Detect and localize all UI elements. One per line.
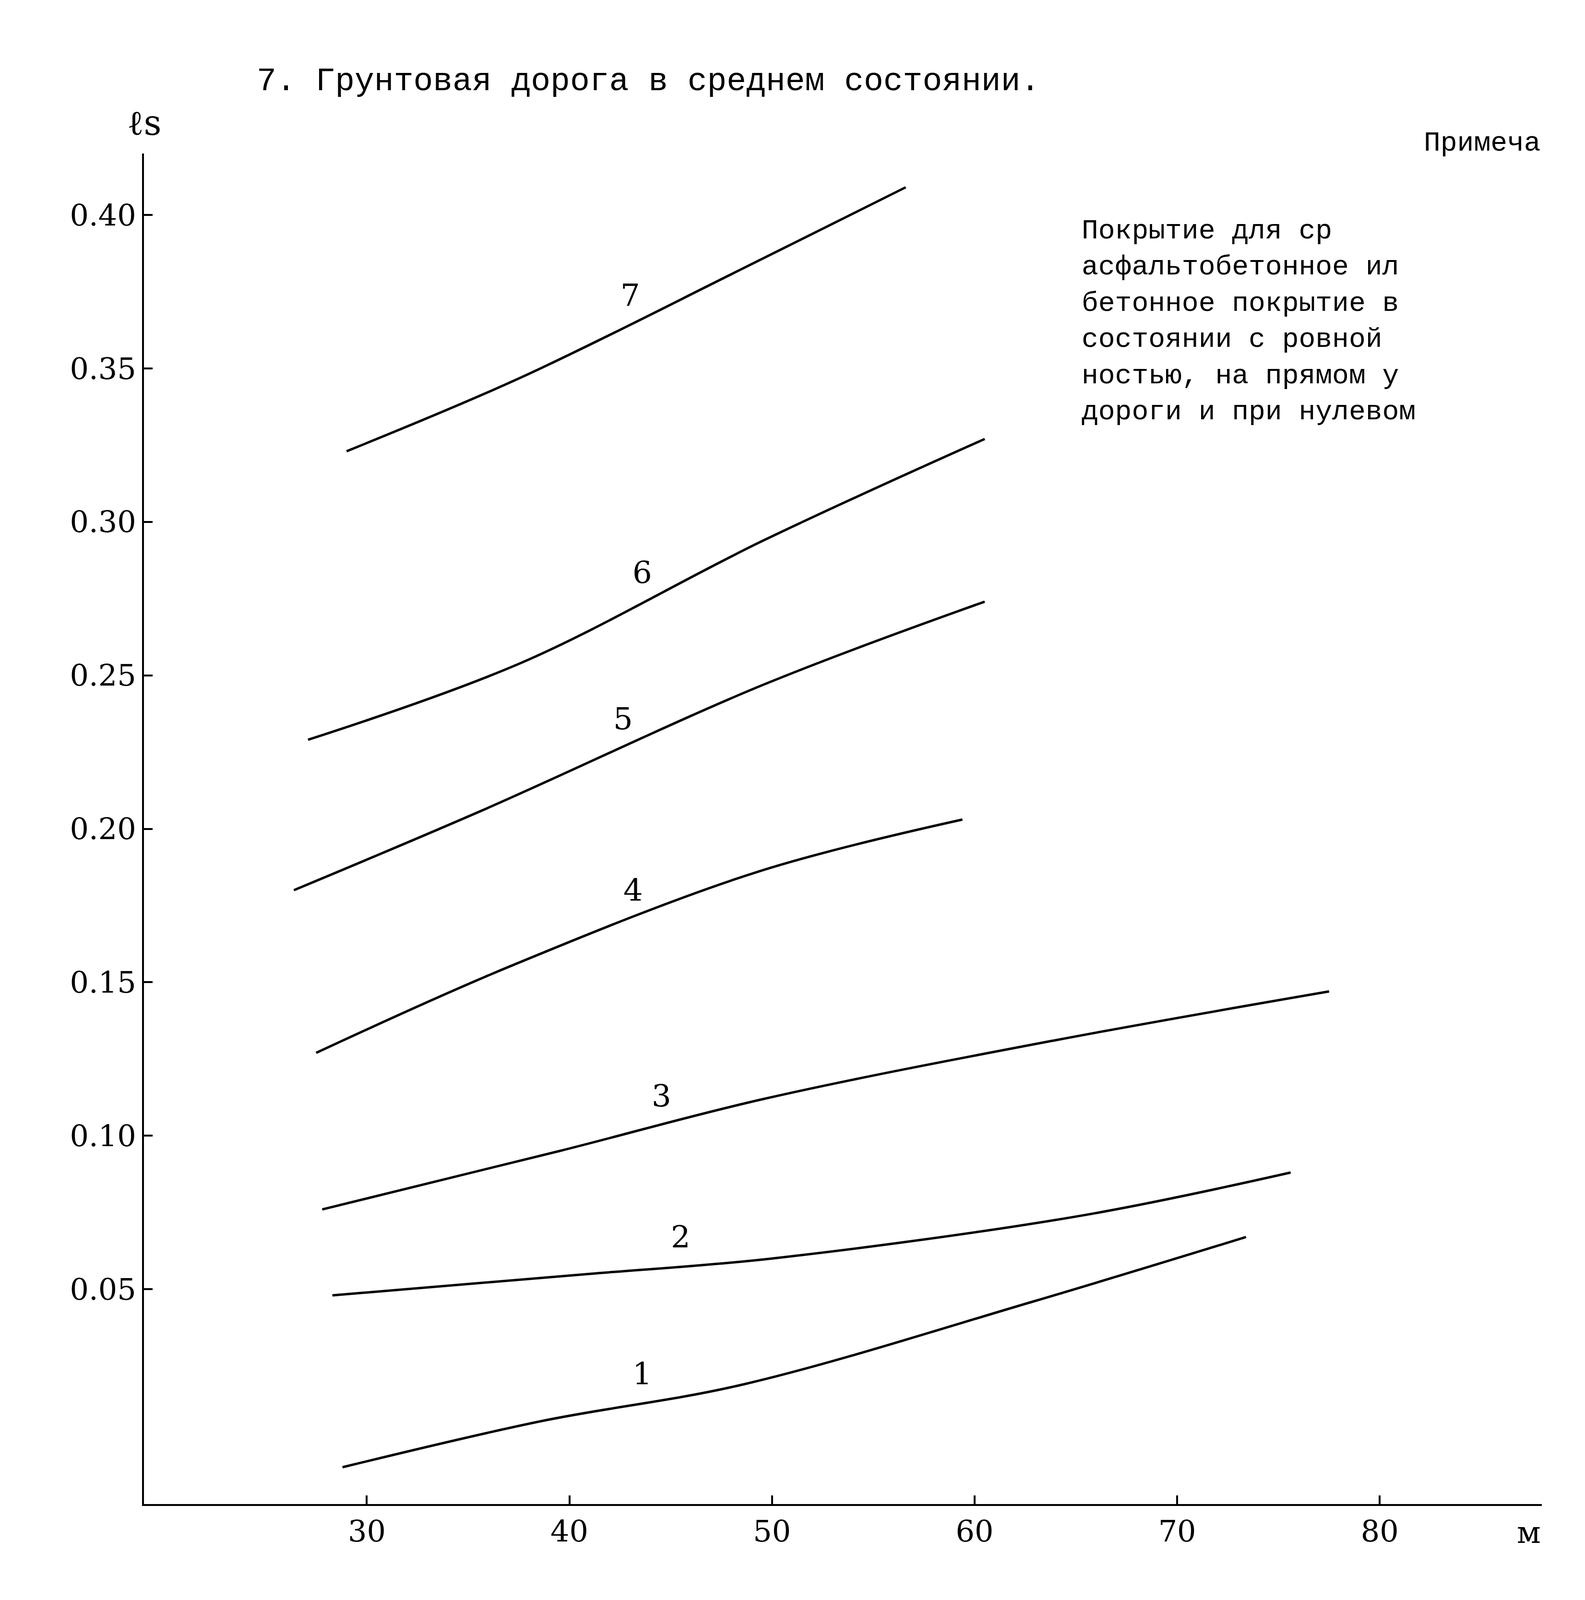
svg-text:1: 1 xyxy=(632,1356,653,1393)
svg-text:6: 6 xyxy=(632,555,653,591)
svg-text:7: 7 xyxy=(620,277,641,313)
svg-text:50: 50 xyxy=(752,1513,791,1550)
svg-text:80: 80 xyxy=(1360,1513,1399,1550)
svg-text:м: м xyxy=(1516,1514,1541,1551)
svg-text:Примеча: Примеча xyxy=(1423,127,1541,159)
svg-text:0.20: 0.20 xyxy=(70,811,137,847)
svg-text:0.15: 0.15 xyxy=(70,965,137,1001)
svg-text:ℓs: ℓs xyxy=(127,102,162,144)
svg-text:0.35: 0.35 xyxy=(70,351,137,387)
svg-text:3: 3 xyxy=(651,1078,672,1115)
svg-text:0.25: 0.25 xyxy=(70,657,137,693)
svg-text:0.30: 0.30 xyxy=(70,504,137,540)
svg-text:30: 30 xyxy=(347,1513,386,1550)
svg-text:5: 5 xyxy=(613,701,633,737)
svg-text:0.40: 0.40 xyxy=(70,197,137,233)
svg-text:70: 70 xyxy=(1158,1513,1197,1550)
svg-text:40: 40 xyxy=(550,1513,589,1550)
svg-text:4: 4 xyxy=(623,872,644,909)
svg-text:60: 60 xyxy=(955,1513,994,1550)
svg-text:0.10: 0.10 xyxy=(70,1118,137,1154)
svg-text:2: 2 xyxy=(670,1219,691,1256)
svg-text:Покрытие для срасфальтобетонно: Покрытие для срасфальтобетонное илбетонн… xyxy=(1081,215,1416,428)
svg-text:0.05: 0.05 xyxy=(70,1272,137,1308)
svg-text:7. Грунтовая дорога в среднем: 7. Грунтовая дорога в среднем состоянии. xyxy=(256,62,1040,100)
